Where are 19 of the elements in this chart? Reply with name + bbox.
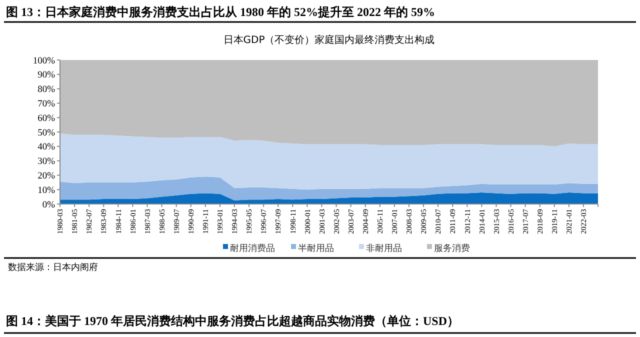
source-note: 数据来源：日本内阁府 <box>8 262 98 272</box>
caption: 图 14：美国于 1970 年居民消费结构中服务消费占比超越商品实物消费（单位：USD） <box>6 314 460 328</box>
y-tick-label: 60% <box>38 114 56 124</box>
legend-label: 非耐用品 <box>366 243 402 254</box>
y-tick-label: 20% <box>38 172 56 182</box>
y-tick-label: 0% <box>42 200 56 210</box>
y-tick-label: 40% <box>38 142 56 153</box>
chart-subtitle: 日本GDP（不变价）家庭国内最终消费支出构成 <box>223 34 435 46</box>
legend-label: 服务消费 <box>434 243 470 254</box>
y-tick-label: 90% <box>38 70 56 81</box>
y-tick-label: 50% <box>38 128 56 138</box>
y-tick-label: 70% <box>38 100 56 110</box>
y-tick-label: 80% <box>38 85 56 96</box>
y-tick-label: 10% <box>38 186 56 196</box>
y-tick-label: 100% <box>32 56 56 66</box>
legend-label: 耐用消费品 <box>230 243 275 254</box>
chart-title: 图 13：日本家庭消费中服务消费支出占比从 1980 年的 52%提升至 2022 年的 59% <box>6 5 435 19</box>
y-tick-label: 30% <box>38 157 56 168</box>
legend-label: 半耐用品 <box>298 243 334 254</box>
